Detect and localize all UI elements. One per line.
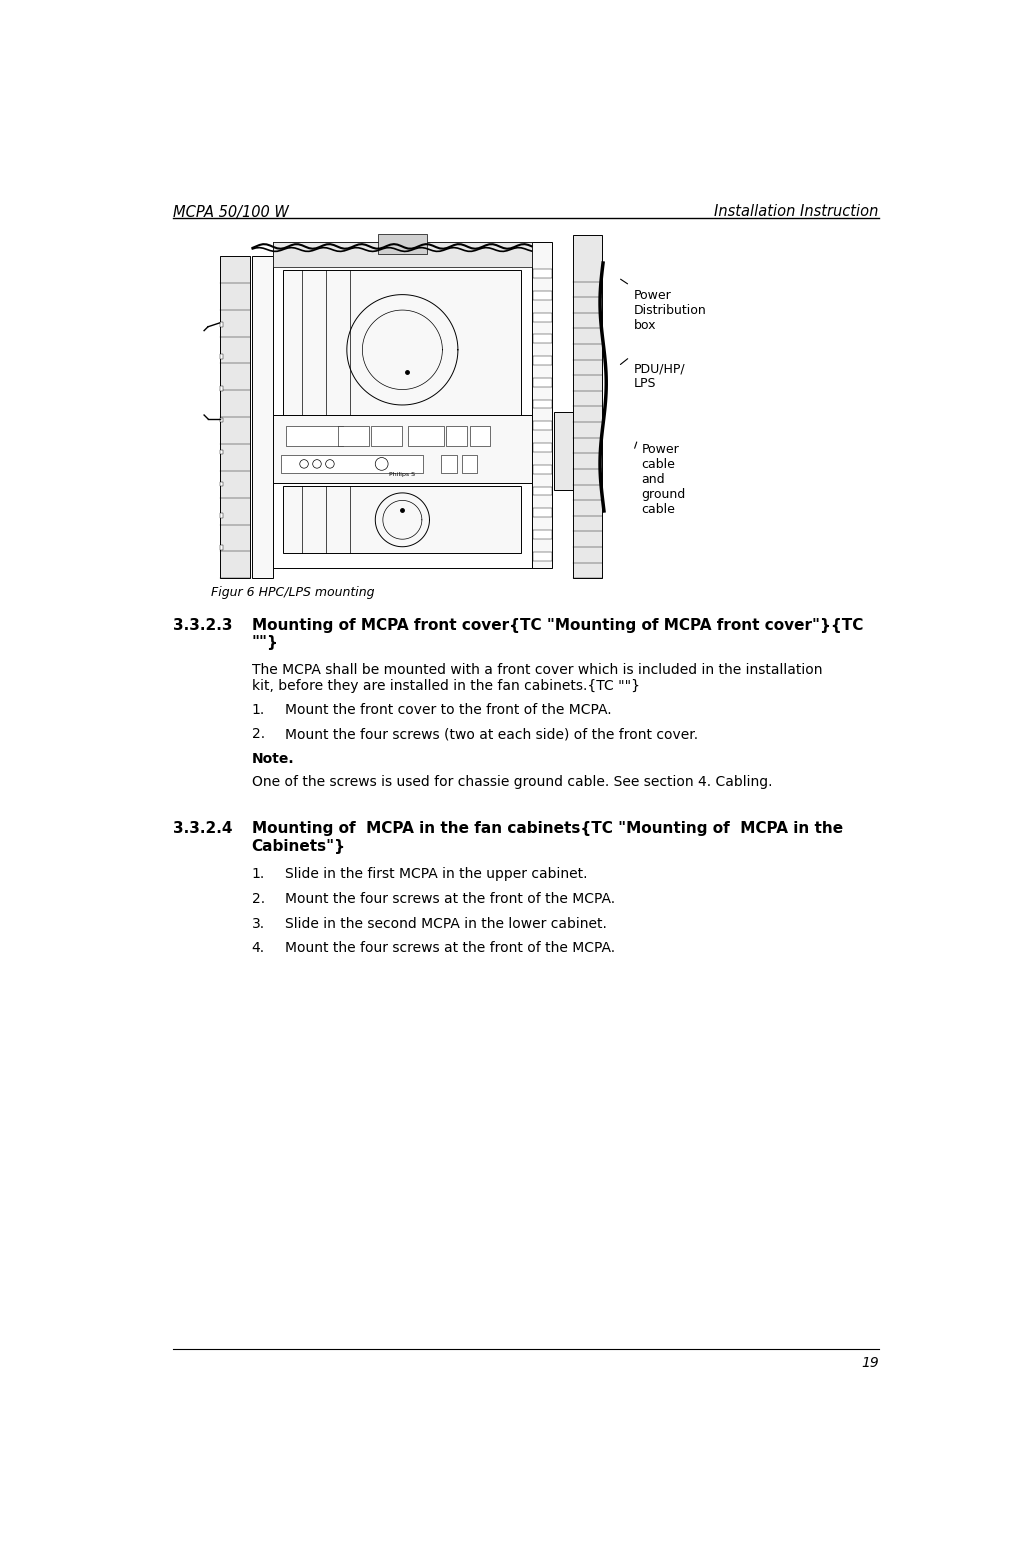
Text: Slide in the first MCPA in the upper cabinet.: Slide in the first MCPA in the upper cab…: [285, 867, 587, 882]
Bar: [338, 427, 368, 445]
Text: 2.: 2.: [251, 727, 264, 741]
Text: Installation Instruction: Installation Instruction: [714, 205, 879, 219]
Text: Slide in the second MCPA in the lower cabinet.: Slide in the second MCPA in the lower ca…: [285, 917, 606, 930]
Text: MCPA 50/100 W: MCPA 50/100 W: [173, 205, 289, 219]
Bar: [220, 386, 223, 391]
Text: 2.: 2.: [251, 892, 264, 907]
Bar: [408, 427, 444, 445]
Text: Mount the four screws (two at each side) of the front cover.: Mount the four screws (two at each side)…: [285, 727, 698, 741]
Bar: [533, 508, 552, 517]
Bar: [469, 427, 490, 445]
Bar: [252, 256, 273, 578]
Bar: [377, 234, 427, 255]
Text: 1.: 1.: [251, 703, 265, 717]
Circle shape: [300, 460, 309, 469]
Bar: [533, 378, 552, 386]
Bar: [220, 513, 223, 517]
Text: Philips S: Philips S: [389, 472, 416, 477]
Bar: [441, 455, 457, 472]
Text: 19: 19: [861, 1355, 879, 1369]
Bar: [533, 552, 552, 561]
Circle shape: [313, 460, 321, 469]
Bar: [533, 442, 552, 452]
Bar: [533, 356, 552, 366]
Circle shape: [326, 460, 334, 469]
Bar: [284, 270, 522, 416]
Text: 1.: 1.: [251, 867, 265, 882]
Bar: [533, 269, 552, 278]
Text: 3.3.2.4: 3.3.2.4: [173, 821, 232, 836]
Bar: [220, 545, 223, 550]
Text: Mounting of MCPA front cover{TC "Mounting of MCPA front cover"}{TC
""}: Mounting of MCPA front cover{TC "Mountin…: [251, 617, 863, 650]
Circle shape: [375, 458, 388, 470]
Text: Power
cable
and
ground
cable: Power cable and ground cable: [642, 444, 686, 516]
Text: PDU/HP/
LPS: PDU/HP/ LPS: [634, 363, 685, 391]
Text: Power
Distribution
box: Power Distribution box: [634, 289, 706, 333]
Text: Mounting of  MCPA in the fan cabinets{TC "Mounting of  MCPA in the
Cabinets"}: Mounting of MCPA in the fan cabinets{TC …: [251, 821, 843, 853]
Text: Figur 6 HPC/LPS mounting: Figur 6 HPC/LPS mounting: [211, 586, 375, 599]
Bar: [533, 530, 552, 539]
Text: Mount the four screws at the front of the MCPA.: Mount the four screws at the front of th…: [285, 941, 615, 955]
Bar: [533, 334, 552, 344]
Bar: [554, 411, 573, 489]
Bar: [533, 486, 552, 495]
Text: Mount the front cover to the front of the MCPA.: Mount the front cover to the front of th…: [285, 703, 611, 717]
Bar: [573, 234, 601, 578]
Bar: [286, 427, 343, 445]
Text: Mount the four screws at the front of the MCPA.: Mount the four screws at the front of th…: [285, 892, 615, 907]
Text: One of the screws is used for chassie ground cable. See section 4. Cabling.: One of the screws is used for chassie gr…: [251, 775, 772, 789]
Bar: [220, 481, 223, 486]
Bar: [284, 486, 522, 553]
Text: The MCPA shall be mounted with a front cover which is included in the installati: The MCPA shall be mounted with a front c…: [251, 663, 822, 692]
Text: Note.: Note.: [251, 752, 295, 766]
Bar: [220, 450, 223, 455]
Bar: [446, 427, 467, 445]
Bar: [533, 400, 552, 408]
Bar: [220, 355, 223, 358]
Text: 3.: 3.: [251, 917, 264, 930]
Bar: [220, 417, 223, 422]
Bar: [281, 455, 423, 472]
Text: 4.: 4.: [251, 941, 264, 955]
Bar: [220, 256, 250, 578]
Bar: [533, 313, 552, 322]
Bar: [371, 427, 403, 445]
Bar: [462, 455, 477, 472]
Bar: [273, 242, 532, 267]
Bar: [533, 291, 552, 300]
Text: 3.3.2.3: 3.3.2.3: [173, 617, 232, 633]
Bar: [532, 242, 552, 567]
Bar: [220, 322, 223, 327]
Bar: [273, 242, 532, 567]
Bar: [273, 416, 532, 483]
Bar: [533, 422, 552, 430]
Bar: [533, 464, 552, 474]
